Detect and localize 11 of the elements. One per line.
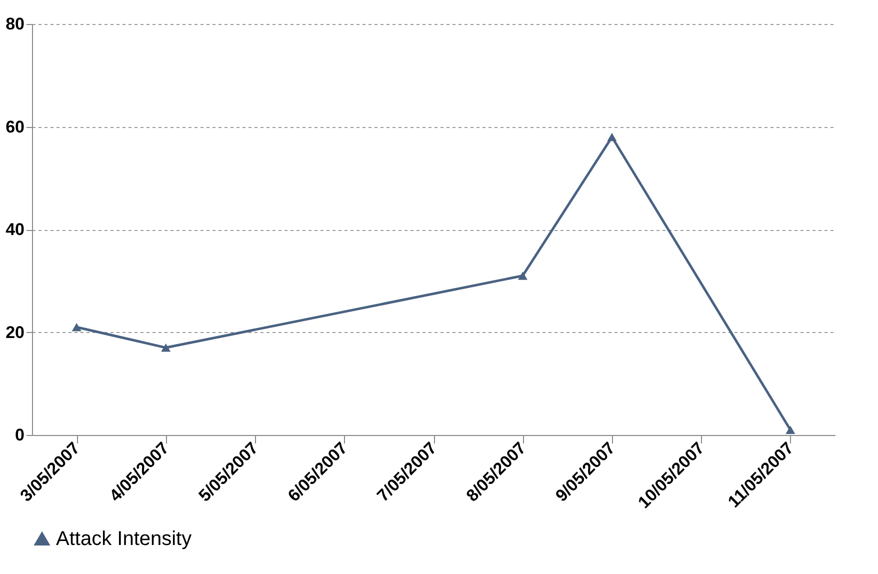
- y-tick-label: 20: [6, 322, 24, 342]
- point: [607, 132, 617, 142]
- y-tick-label: 40: [6, 220, 24, 239]
- y-tick-label: 80: [6, 14, 24, 34]
- legend-label: Attack Intensity: [56, 528, 192, 550]
- y-tick-label: 0: [15, 426, 24, 444]
- point: [518, 272, 528, 280]
- y-tick-label: 60: [6, 117, 24, 136]
- point: [161, 344, 171, 352]
- point: [786, 426, 796, 434]
- point: [72, 323, 82, 332]
